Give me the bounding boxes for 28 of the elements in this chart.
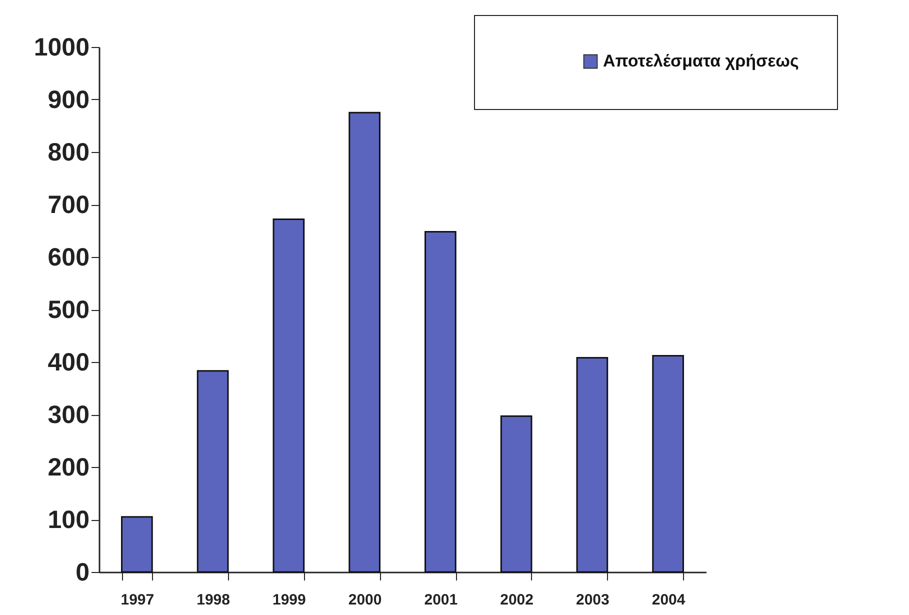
y-tick-label: 600: [48, 244, 90, 272]
y-tick-label: 800: [48, 138, 90, 166]
bar: [121, 516, 153, 573]
y-tick-label: 500: [48, 296, 90, 324]
x-tick-label: 1997: [120, 592, 154, 608]
bar: [576, 357, 608, 573]
y-tick-label: 400: [48, 348, 90, 376]
y-tick-label: 900: [48, 86, 90, 114]
x-tick-label: 1999: [272, 592, 306, 608]
x-tick-label: 2001: [424, 592, 458, 608]
y-tick-label: 0: [76, 558, 90, 586]
y-tick-label: 700: [48, 191, 90, 219]
bar: [424, 231, 456, 573]
bar: [272, 218, 305, 573]
bar: [348, 112, 380, 573]
y-tick-label: 200: [48, 454, 90, 482]
x-tick-label: 2000: [348, 592, 382, 608]
x-tick-label: 2004: [652, 592, 686, 608]
y-tick-label: 100: [48, 506, 90, 534]
legend-label: Αποτελέσματα χρήσεως: [603, 52, 800, 70]
bar: [652, 354, 684, 573]
x-tick-label: 2002: [500, 592, 534, 608]
bar: [196, 370, 229, 573]
x-tick-label: 1998: [196, 592, 230, 608]
y-tick-label: 300: [48, 401, 90, 429]
x-tick-label: 2003: [576, 592, 610, 608]
y-tick-label: 1000: [34, 34, 90, 62]
bar: [500, 415, 532, 573]
